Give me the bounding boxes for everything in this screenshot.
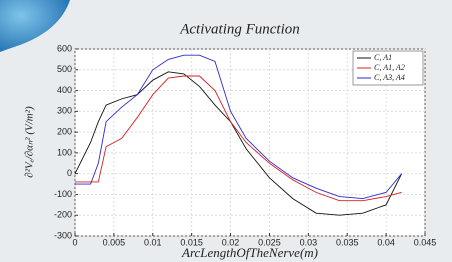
chart: Activating Function ArcLengthOfTheNerve(… bbox=[0, 0, 452, 262]
x-tick-label: 0.04 bbox=[377, 237, 395, 247]
y-axis-label: ∂²Vₑ/∂αₙ² (V/m²) bbox=[24, 106, 36, 178]
x-tick-label: 0.035 bbox=[336, 237, 359, 247]
x-tick-label: 0.025 bbox=[258, 237, 281, 247]
x-tick-label: 0.005 bbox=[103, 237, 126, 247]
y-tick-label: -100 bbox=[54, 189, 72, 199]
x-tick-label: 0.015 bbox=[180, 237, 203, 247]
legend-label: C, A3, A4 bbox=[374, 73, 405, 82]
page: {"chart_data": {"type": "line", "title":… bbox=[0, 0, 452, 262]
x-tick-label: 0.03 bbox=[300, 237, 318, 247]
legend-label: C, A1 bbox=[374, 53, 392, 62]
x-tick-label: 0.01 bbox=[144, 237, 162, 247]
x-tick-label: 0.02 bbox=[222, 237, 240, 247]
y-tick-label: 0 bbox=[67, 168, 72, 178]
x-tick-label: 0.045 bbox=[414, 237, 437, 247]
y-tick-label: 500 bbox=[57, 64, 72, 74]
y-tick-label: 400 bbox=[57, 85, 72, 95]
x-tick-label: 0 bbox=[72, 237, 77, 247]
y-tick-label: 200 bbox=[57, 126, 72, 136]
y-tick-label: 100 bbox=[57, 147, 72, 157]
y-tick-label: -300 bbox=[54, 230, 72, 240]
chart-title: Activating Function bbox=[179, 21, 300, 37]
legend-label: C, A1, A2 bbox=[374, 63, 405, 72]
y-tick-label: 300 bbox=[57, 106, 72, 116]
y-tick-label: -200 bbox=[54, 210, 72, 220]
y-tick-label: 600 bbox=[57, 43, 72, 53]
